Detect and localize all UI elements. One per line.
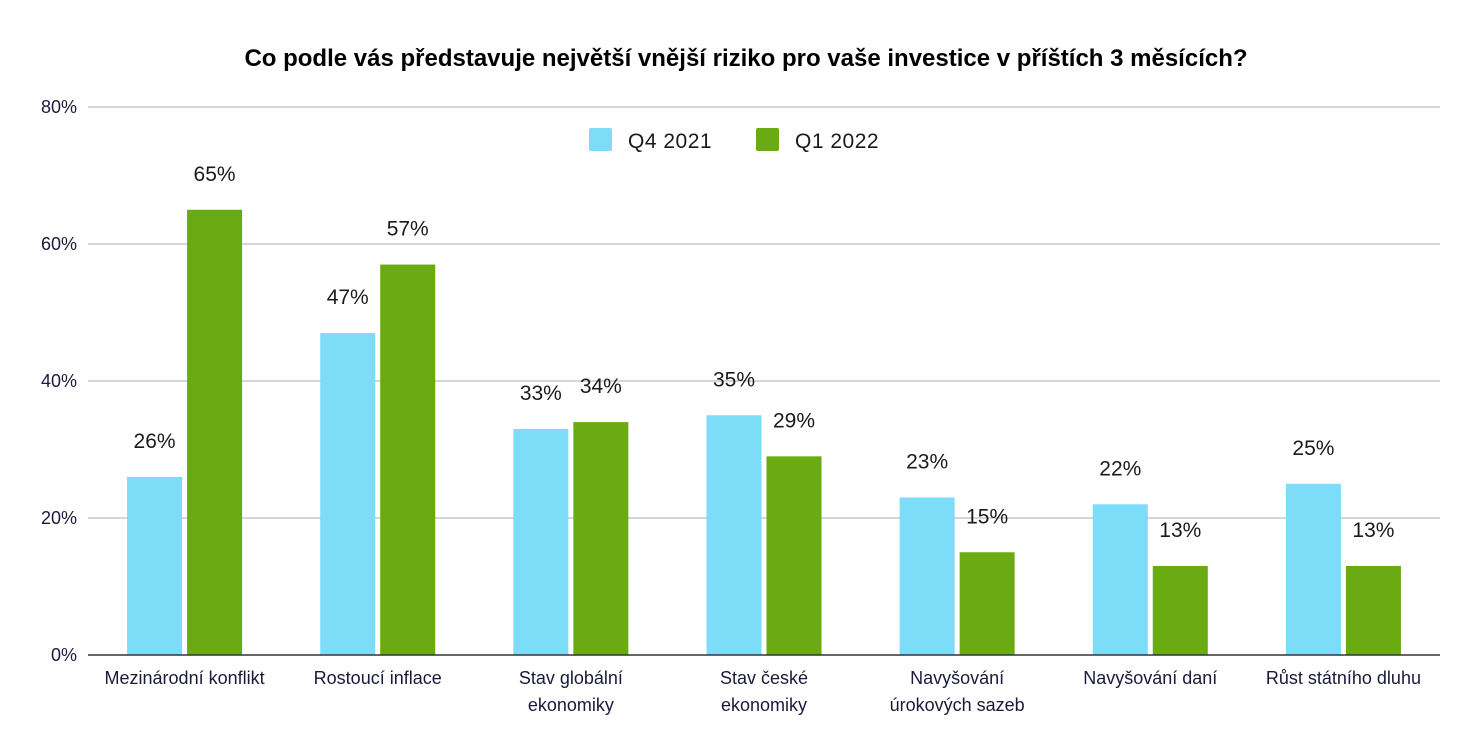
y-tick-label: 20% — [41, 508, 77, 528]
data-label: 47% — [327, 286, 369, 309]
x-tick-label: ekonomiky — [721, 695, 807, 715]
y-tick-label: 80% — [41, 97, 77, 117]
data-label: 26% — [134, 430, 176, 453]
bar-q4-2021 — [706, 415, 762, 655]
bar-q4-2021 — [320, 333, 376, 655]
y-axis-ticks: 0% 20% 40% 60% 80% — [41, 97, 77, 665]
bar-q1-2022 — [573, 422, 629, 655]
data-label: 35% — [713, 368, 755, 391]
bar-q1-2022 — [187, 209, 243, 655]
x-tick-label: Růst státního dluhu — [1266, 668, 1421, 688]
y-tick-label: 40% — [41, 371, 77, 391]
x-tick-label: Rostoucí inflace — [314, 668, 442, 688]
x-axis-ticks: Mezinárodní konflikt Rostoucí inflace Stav… — [105, 668, 1421, 715]
data-label: 25% — [1292, 437, 1334, 460]
x-tick-label: ekonomiky — [528, 695, 614, 715]
x-tick-label: Stav globální — [519, 668, 623, 688]
data-label: 29% — [773, 409, 815, 432]
x-tick-label: Navyšování — [910, 668, 1004, 688]
bar-q1-2022 — [959, 552, 1015, 655]
bar-q1-2022 — [380, 264, 436, 655]
y-tick-label: 60% — [41, 234, 77, 254]
data-label: 13% — [1159, 519, 1201, 542]
data-label: 57% — [387, 218, 429, 241]
x-tick-label: Navyšování daní — [1083, 668, 1217, 688]
x-tick-label: Mezinárodní konflikt — [105, 668, 265, 688]
legend-swatch — [589, 128, 612, 151]
gridlines — [88, 106, 1440, 519]
y-tick-label: 0% — [51, 645, 77, 665]
bars — [127, 209, 1401, 655]
bar-q4-2021 — [127, 476, 183, 655]
bar-q1-2022 — [1345, 565, 1401, 655]
chart-title: Co podle vás představuje největší vnější… — [244, 45, 1247, 72]
bar-q4-2021 — [899, 497, 955, 655]
bar-q4-2021 — [1092, 504, 1148, 655]
legend: Q4 2021 Q1 2022 — [589, 128, 879, 153]
data-label: 13% — [1352, 519, 1394, 542]
data-labels: 26% 65% 47% 57% 33% 34% 35% 29% 23% 15% 22% 13% 25% 1… — [134, 163, 1395, 542]
bar-q4-2021 — [1285, 483, 1341, 655]
legend-label: Q1 2022 — [795, 130, 879, 153]
legend-swatch — [756, 128, 779, 151]
bar-q4-2021 — [513, 428, 569, 655]
data-label: 15% — [966, 505, 1008, 528]
data-label: 34% — [580, 375, 622, 398]
legend-label: Q4 2021 — [628, 130, 712, 153]
data-label: 22% — [1099, 457, 1141, 480]
data-label: 23% — [906, 450, 948, 473]
x-tick-label: úrokových sazeb — [890, 695, 1025, 715]
data-label: 65% — [194, 163, 236, 186]
bar-q1-2022 — [1152, 565, 1208, 655]
data-label: 33% — [520, 382, 562, 405]
x-tick-label: Stav české — [720, 668, 808, 688]
bar-q1-2022 — [766, 456, 822, 655]
